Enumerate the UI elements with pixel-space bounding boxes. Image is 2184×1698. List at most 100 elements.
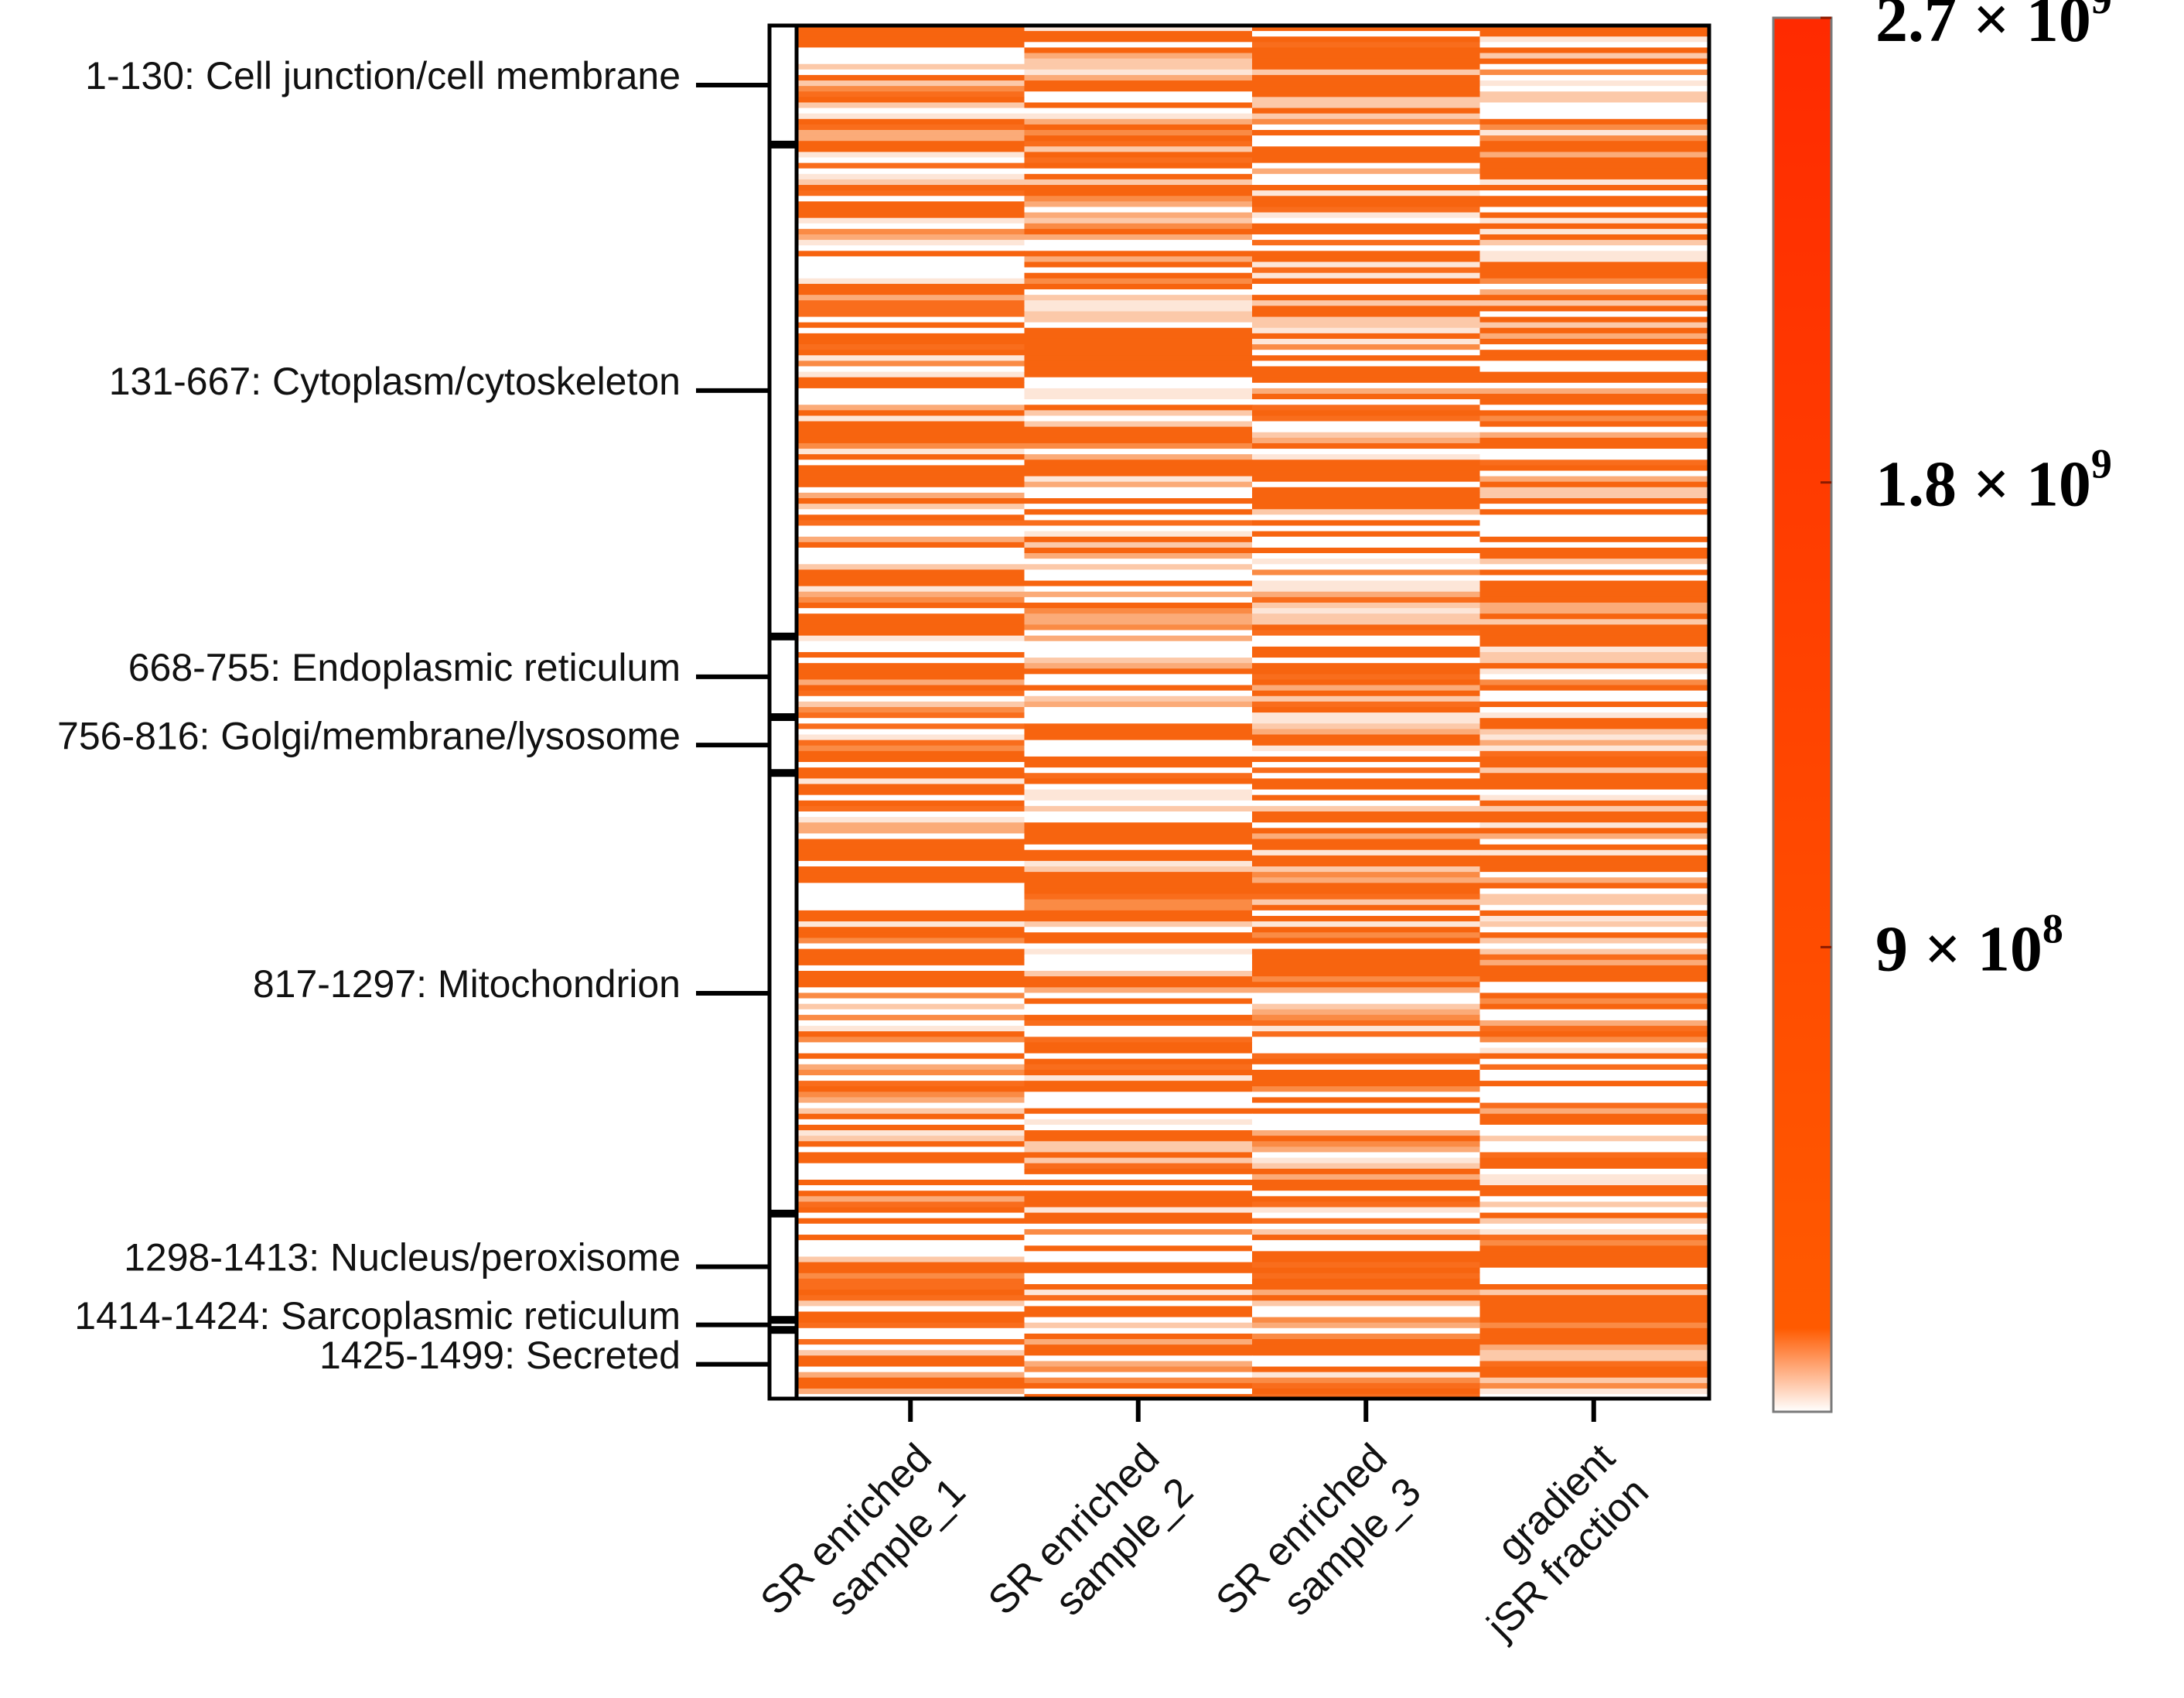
heatmap-cell [797, 47, 1025, 53]
heatmap-cell [797, 1245, 1025, 1252]
heatmap-cell [1252, 1037, 1480, 1043]
row-group-separator [770, 1326, 797, 1334]
heatmap-cell [1024, 283, 1253, 290]
heatmap-cell [1252, 410, 1480, 416]
heatmap-cell [1024, 322, 1253, 329]
heatmap-cell [1479, 1146, 1708, 1153]
heatmap-cell [797, 767, 1025, 774]
heatmap-cell [1024, 877, 1253, 883]
heatmap-cell [1479, 316, 1708, 323]
heatmap-cell [1479, 767, 1708, 774]
heatmap-cell [1479, 1377, 1708, 1384]
heatmap-cell [797, 998, 1025, 1005]
heatmap-cell [1024, 536, 1253, 543]
heatmap-cell [797, 877, 1025, 883]
heatmap-cell [1479, 658, 1708, 664]
heatmap-cell [797, 322, 1025, 329]
heatmap-cell [1252, 828, 1480, 834]
heatmap-cell [797, 207, 1025, 213]
heatmap-cell [1252, 575, 1480, 581]
heatmap-cell [1479, 712, 1708, 719]
heatmap-cell [1479, 1053, 1708, 1060]
colorbar-tick-label: 2.7 × 109 [1875, 0, 2112, 56]
heatmap-cell [1479, 36, 1708, 43]
heatmap-cell [1252, 1086, 1480, 1092]
heatmap-cell [1479, 173, 1708, 180]
heatmap-cell [1479, 1355, 1708, 1361]
heatmap-cell [797, 498, 1025, 504]
heatmap-cell [1479, 217, 1708, 224]
heatmap-cell [1252, 1223, 1480, 1230]
heatmap-cell [1252, 234, 1480, 241]
heatmap-cell [1479, 157, 1708, 164]
heatmap-cell [1252, 1081, 1480, 1087]
heatmap-cell [1479, 1273, 1708, 1279]
heatmap-cell [1252, 476, 1480, 483]
heatmap-cell [797, 135, 1025, 142]
heatmap-cell [797, 1295, 1025, 1301]
heatmap-cell [1479, 371, 1708, 378]
heatmap-cell [1479, 1130, 1708, 1136]
heatmap-cell [797, 1168, 1025, 1175]
heatmap-cell [797, 553, 1025, 559]
heatmap-cell [1024, 910, 1253, 917]
heatmap-cell [1252, 1119, 1480, 1126]
heatmap-cell [1024, 849, 1253, 856]
heatmap-cell [1024, 992, 1253, 999]
heatmap-cell [1024, 190, 1253, 196]
heatmap-cell [797, 360, 1025, 367]
heatmap-cell [797, 586, 1025, 593]
heatmap-cell [1479, 1168, 1708, 1175]
heatmap-cell [1479, 1081, 1708, 1087]
heatmap-cell [1024, 42, 1253, 48]
heatmap-cell [1024, 641, 1253, 647]
heatmap-cell [1024, 651, 1253, 658]
heatmap-cell [1252, 1273, 1480, 1279]
heatmap-cell [1479, 1026, 1708, 1032]
heatmap-cell [1252, 1240, 1480, 1246]
heatmap-cell [1024, 987, 1253, 993]
heatmap-cell [1024, 1026, 1253, 1032]
heatmap-cell [1479, 1136, 1708, 1142]
heatmap-cell [1024, 487, 1253, 494]
heatmap-cell [1252, 333, 1480, 340]
heatmap-cell [797, 80, 1025, 87]
heatmap-cell [1479, 410, 1708, 416]
heatmap-cell [1024, 740, 1253, 747]
heatmap-cell [1479, 756, 1708, 763]
heatmap-cell [1252, 223, 1480, 230]
heatmap-cell [797, 1382, 1025, 1389]
heatmap-cell [1252, 833, 1480, 839]
heatmap-cell [1479, 1163, 1708, 1170]
heatmap-cell [797, 855, 1025, 862]
heatmap-cell [1252, 938, 1480, 944]
heatmap-cell [1024, 1377, 1253, 1384]
heatmap-cell [1252, 646, 1480, 653]
heatmap-cell [1024, 1240, 1253, 1246]
row-group-separator [770, 769, 797, 777]
heatmap-cell [1479, 663, 1708, 669]
heatmap-cell [1479, 976, 1708, 982]
heatmap-cell [797, 190, 1025, 196]
heatmap-cell [1252, 1228, 1480, 1235]
heatmap-cell [1024, 1108, 1253, 1115]
heatmap-cell [1252, 394, 1480, 400]
heatmap-cell [797, 306, 1025, 312]
heatmap-cell [1252, 118, 1480, 125]
heatmap-cell [1479, 965, 1708, 972]
heatmap-cell [1479, 108, 1708, 114]
heatmap-cell [797, 295, 1025, 301]
heatmap-cell [1252, 1388, 1480, 1395]
heatmap-cell [1252, 26, 1480, 32]
heatmap-cell [797, 992, 1025, 999]
heatmap-cell [1252, 1064, 1480, 1071]
heatmap-cell [1479, 794, 1708, 801]
heatmap-cell [1479, 1339, 1708, 1345]
heatmap-cell [1252, 1372, 1480, 1379]
heatmap-cell [1479, 1223, 1708, 1230]
heatmap-cell [1479, 338, 1708, 345]
heatmap-cell [1252, 47, 1480, 53]
heatmap-cell [1252, 893, 1480, 900]
heatmap-cell [1479, 580, 1708, 587]
heatmap-cell [1024, 185, 1253, 191]
